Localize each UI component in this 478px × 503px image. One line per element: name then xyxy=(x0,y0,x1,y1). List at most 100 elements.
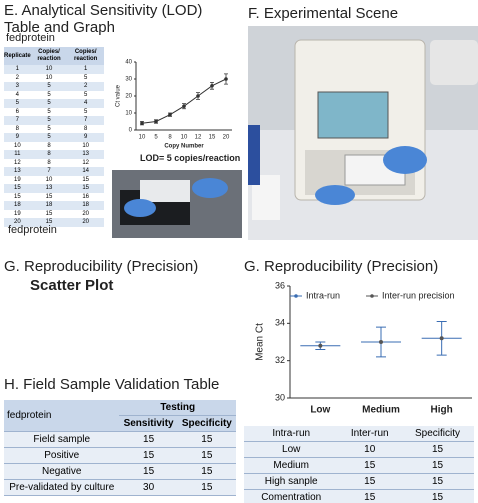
header-cell: Replicate xyxy=(4,47,31,65)
cell: 5 xyxy=(30,116,68,125)
cell: 15 xyxy=(401,441,474,458)
cell: 11 xyxy=(4,150,31,159)
cell: 16 xyxy=(82,193,90,200)
cell: 13 xyxy=(30,184,68,193)
row: Negative 15 15 xyxy=(4,463,236,480)
cell: 10 xyxy=(338,441,402,458)
field-table: fedprotein Testing Sensitivity Specificity F… xyxy=(4,400,236,496)
marker xyxy=(196,94,200,98)
row: 4 5 5 xyxy=(4,91,104,100)
cell: 15 xyxy=(338,473,402,490)
cell: 20 xyxy=(67,218,104,227)
x-tick-label: Medium xyxy=(362,405,400,416)
row: Positive 15 15 xyxy=(4,447,236,464)
cell: 5 xyxy=(30,133,68,142)
x-tick-label: 10 xyxy=(139,135,146,141)
cell: 5 xyxy=(84,74,88,81)
legend-label: Intra-run xyxy=(306,290,340,300)
bench-photo xyxy=(112,170,242,238)
cell: 5 xyxy=(30,82,68,91)
cell: 8 xyxy=(30,150,68,159)
row: 13 7 14 xyxy=(4,167,104,176)
cell: Low xyxy=(244,441,339,458)
label: fedprotein xyxy=(6,32,55,44)
row: 15 13 15 xyxy=(4,184,104,193)
cell: 5 xyxy=(4,99,31,108)
cell: 18 xyxy=(4,201,31,210)
header-cell: Specificity xyxy=(401,426,474,442)
cell: 15 xyxy=(177,431,236,448)
row: 12 8 12 xyxy=(4,159,104,168)
cell: Positive xyxy=(4,447,120,464)
cell: 4 xyxy=(67,99,104,108)
cell: 20 xyxy=(82,210,90,217)
header-row: Intra-run Inter-run Specificity xyxy=(244,426,474,442)
cell: 10 xyxy=(45,74,53,81)
cell: 15 xyxy=(177,479,236,496)
row: 1 10 1 xyxy=(4,65,104,74)
row: 6 5 5 xyxy=(4,108,104,117)
x-tick-label: 12 xyxy=(195,135,202,141)
row: 2 10 5 xyxy=(4,74,104,83)
cell: 2 xyxy=(67,82,104,91)
cell: 20 xyxy=(4,218,31,227)
cell: 15 xyxy=(119,447,178,464)
cell: 5 xyxy=(84,108,88,115)
y-axis-label: Ct value xyxy=(116,84,122,107)
cell: 15 xyxy=(401,489,474,503)
lod-table: Replicate Copies/ reaction Copies/ reactio… xyxy=(4,47,104,227)
cell: 15 xyxy=(30,218,68,227)
cell: 18 xyxy=(67,201,104,210)
marker xyxy=(210,84,214,88)
cell: Pre-validated by culture xyxy=(4,479,120,496)
header-row: Sensitivity Specificity xyxy=(4,415,236,432)
row: 19 10 15 xyxy=(4,176,104,185)
legend-swatch xyxy=(294,294,298,298)
cell: 15 xyxy=(119,431,178,448)
cell: 14 xyxy=(67,167,104,176)
y-tick-label: 40 xyxy=(125,60,132,66)
x-tick-label: 5 xyxy=(154,135,158,141)
row: 15 15 16 xyxy=(4,193,104,202)
marker xyxy=(168,112,172,117)
section-title: H. Field Sample Validation Table xyxy=(4,376,220,393)
cell: 15 xyxy=(82,176,90,183)
legend-label: Inter-run precision xyxy=(382,290,455,300)
x-tick-label: 15 xyxy=(209,135,216,141)
header-cell: Intra-run xyxy=(244,426,339,442)
cell: 8 xyxy=(47,159,51,166)
x-tick-label: 10 xyxy=(181,135,188,141)
cell: 15 xyxy=(401,457,474,474)
cell: 12 xyxy=(14,159,21,166)
cell: 1 xyxy=(4,65,31,74)
header-cell: Copies/ reaction xyxy=(67,47,104,65)
legend-swatch xyxy=(370,294,374,298)
machine-photo xyxy=(248,26,478,240)
cell: 5 xyxy=(84,91,88,98)
cell: 6 xyxy=(15,108,20,115)
cell: Medium xyxy=(244,457,339,474)
y-tick-label: 34 xyxy=(275,318,285,328)
cell: 4 xyxy=(15,91,20,98)
y-tick-label: 36 xyxy=(275,280,285,290)
header-cell: Specificity xyxy=(177,415,236,432)
x-tick-label: 20 xyxy=(223,135,230,141)
cell: 1 xyxy=(67,65,104,74)
cell: 10 xyxy=(82,142,90,149)
marker xyxy=(140,121,144,125)
section-subtitle: Scatter Plot xyxy=(30,277,114,294)
marker xyxy=(439,336,444,341)
header-cell: Sensitivity xyxy=(119,415,178,432)
corner-cell: fedprotein xyxy=(4,400,120,432)
row: Medium 15 15 xyxy=(244,457,474,474)
row: Comentration 15 15 xyxy=(244,489,474,503)
section-title: F. Experimental Scene xyxy=(248,5,399,22)
row: Pre-validated by culture 30 15 xyxy=(4,479,236,496)
cell: 10 xyxy=(45,176,53,183)
cell: 19 xyxy=(14,176,21,183)
row: 11 8 13 xyxy=(4,150,104,159)
